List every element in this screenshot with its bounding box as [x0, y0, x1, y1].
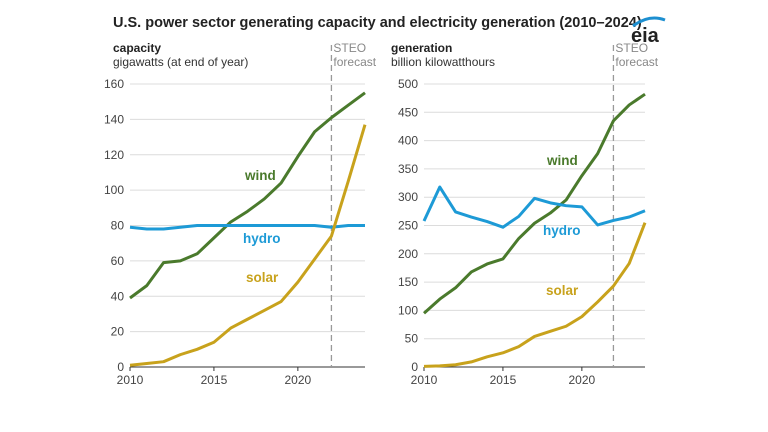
y-axis-title: generation — [391, 41, 452, 55]
forecast-label: forecast — [333, 55, 376, 69]
y-axis-unit: gigawatts (at end of year) — [113, 55, 248, 69]
series-label-solar: solar — [546, 283, 579, 298]
y-tick-label: 20 — [111, 325, 125, 339]
y-tick-label: 150 — [398, 275, 418, 289]
y-tick-label: 0 — [411, 360, 418, 374]
series-line-solar — [423, 222, 647, 368]
y-tick-label: 160 — [104, 77, 124, 91]
series-label-hydro: hydro — [243, 231, 281, 246]
x-tick-label: 2010 — [117, 373, 144, 387]
y-tick-label: 120 — [104, 148, 124, 162]
series-label-solar: solar — [246, 270, 279, 285]
chart-title: U.S. power sector generating capacity an… — [113, 15, 642, 31]
x-tick-label: 2015 — [490, 373, 517, 387]
y-tick-label: 40 — [111, 289, 125, 303]
x-tick-label: 2020 — [569, 373, 596, 387]
series-label-wind: wind — [546, 153, 578, 168]
y-axis-unit: billion kilowatthours — [391, 55, 495, 69]
y-tick-label: 500 — [398, 77, 418, 91]
y-tick-label: 0 — [117, 360, 124, 374]
series-label-wind: wind — [244, 168, 276, 183]
series-line-wind — [129, 91, 366, 300]
y-tick-label: 450 — [398, 105, 418, 119]
series-label-hydro: hydro — [543, 223, 581, 238]
eia-logo: eia — [631, 16, 666, 46]
x-tick-label: 2010 — [411, 373, 438, 387]
series-line-wind — [422, 92, 646, 315]
y-tick-label: 100 — [398, 303, 418, 317]
y-axis-title: capacity — [113, 41, 161, 55]
y-tick-label: 350 — [398, 162, 418, 176]
series-line-hydro — [422, 185, 646, 229]
series-line-hydro — [129, 224, 365, 231]
x-tick-label: 2015 — [201, 373, 228, 387]
y-tick-label: 140 — [104, 112, 124, 126]
y-tick-label: 200 — [398, 247, 418, 261]
y-tick-label: 400 — [398, 134, 418, 148]
y-tick-label: 60 — [111, 254, 125, 268]
svg-text:eia: eia — [631, 25, 660, 46]
series-line-solar — [129, 124, 367, 367]
forecast-label: STEO — [333, 41, 366, 55]
x-tick-label: 2020 — [285, 373, 312, 387]
y-tick-label: 250 — [398, 219, 418, 233]
y-tick-label: 100 — [104, 183, 124, 197]
forecast-label: forecast — [615, 55, 658, 69]
y-tick-label: 80 — [111, 219, 125, 233]
y-tick-label: 50 — [405, 332, 419, 346]
y-tick-label: 300 — [398, 190, 418, 204]
